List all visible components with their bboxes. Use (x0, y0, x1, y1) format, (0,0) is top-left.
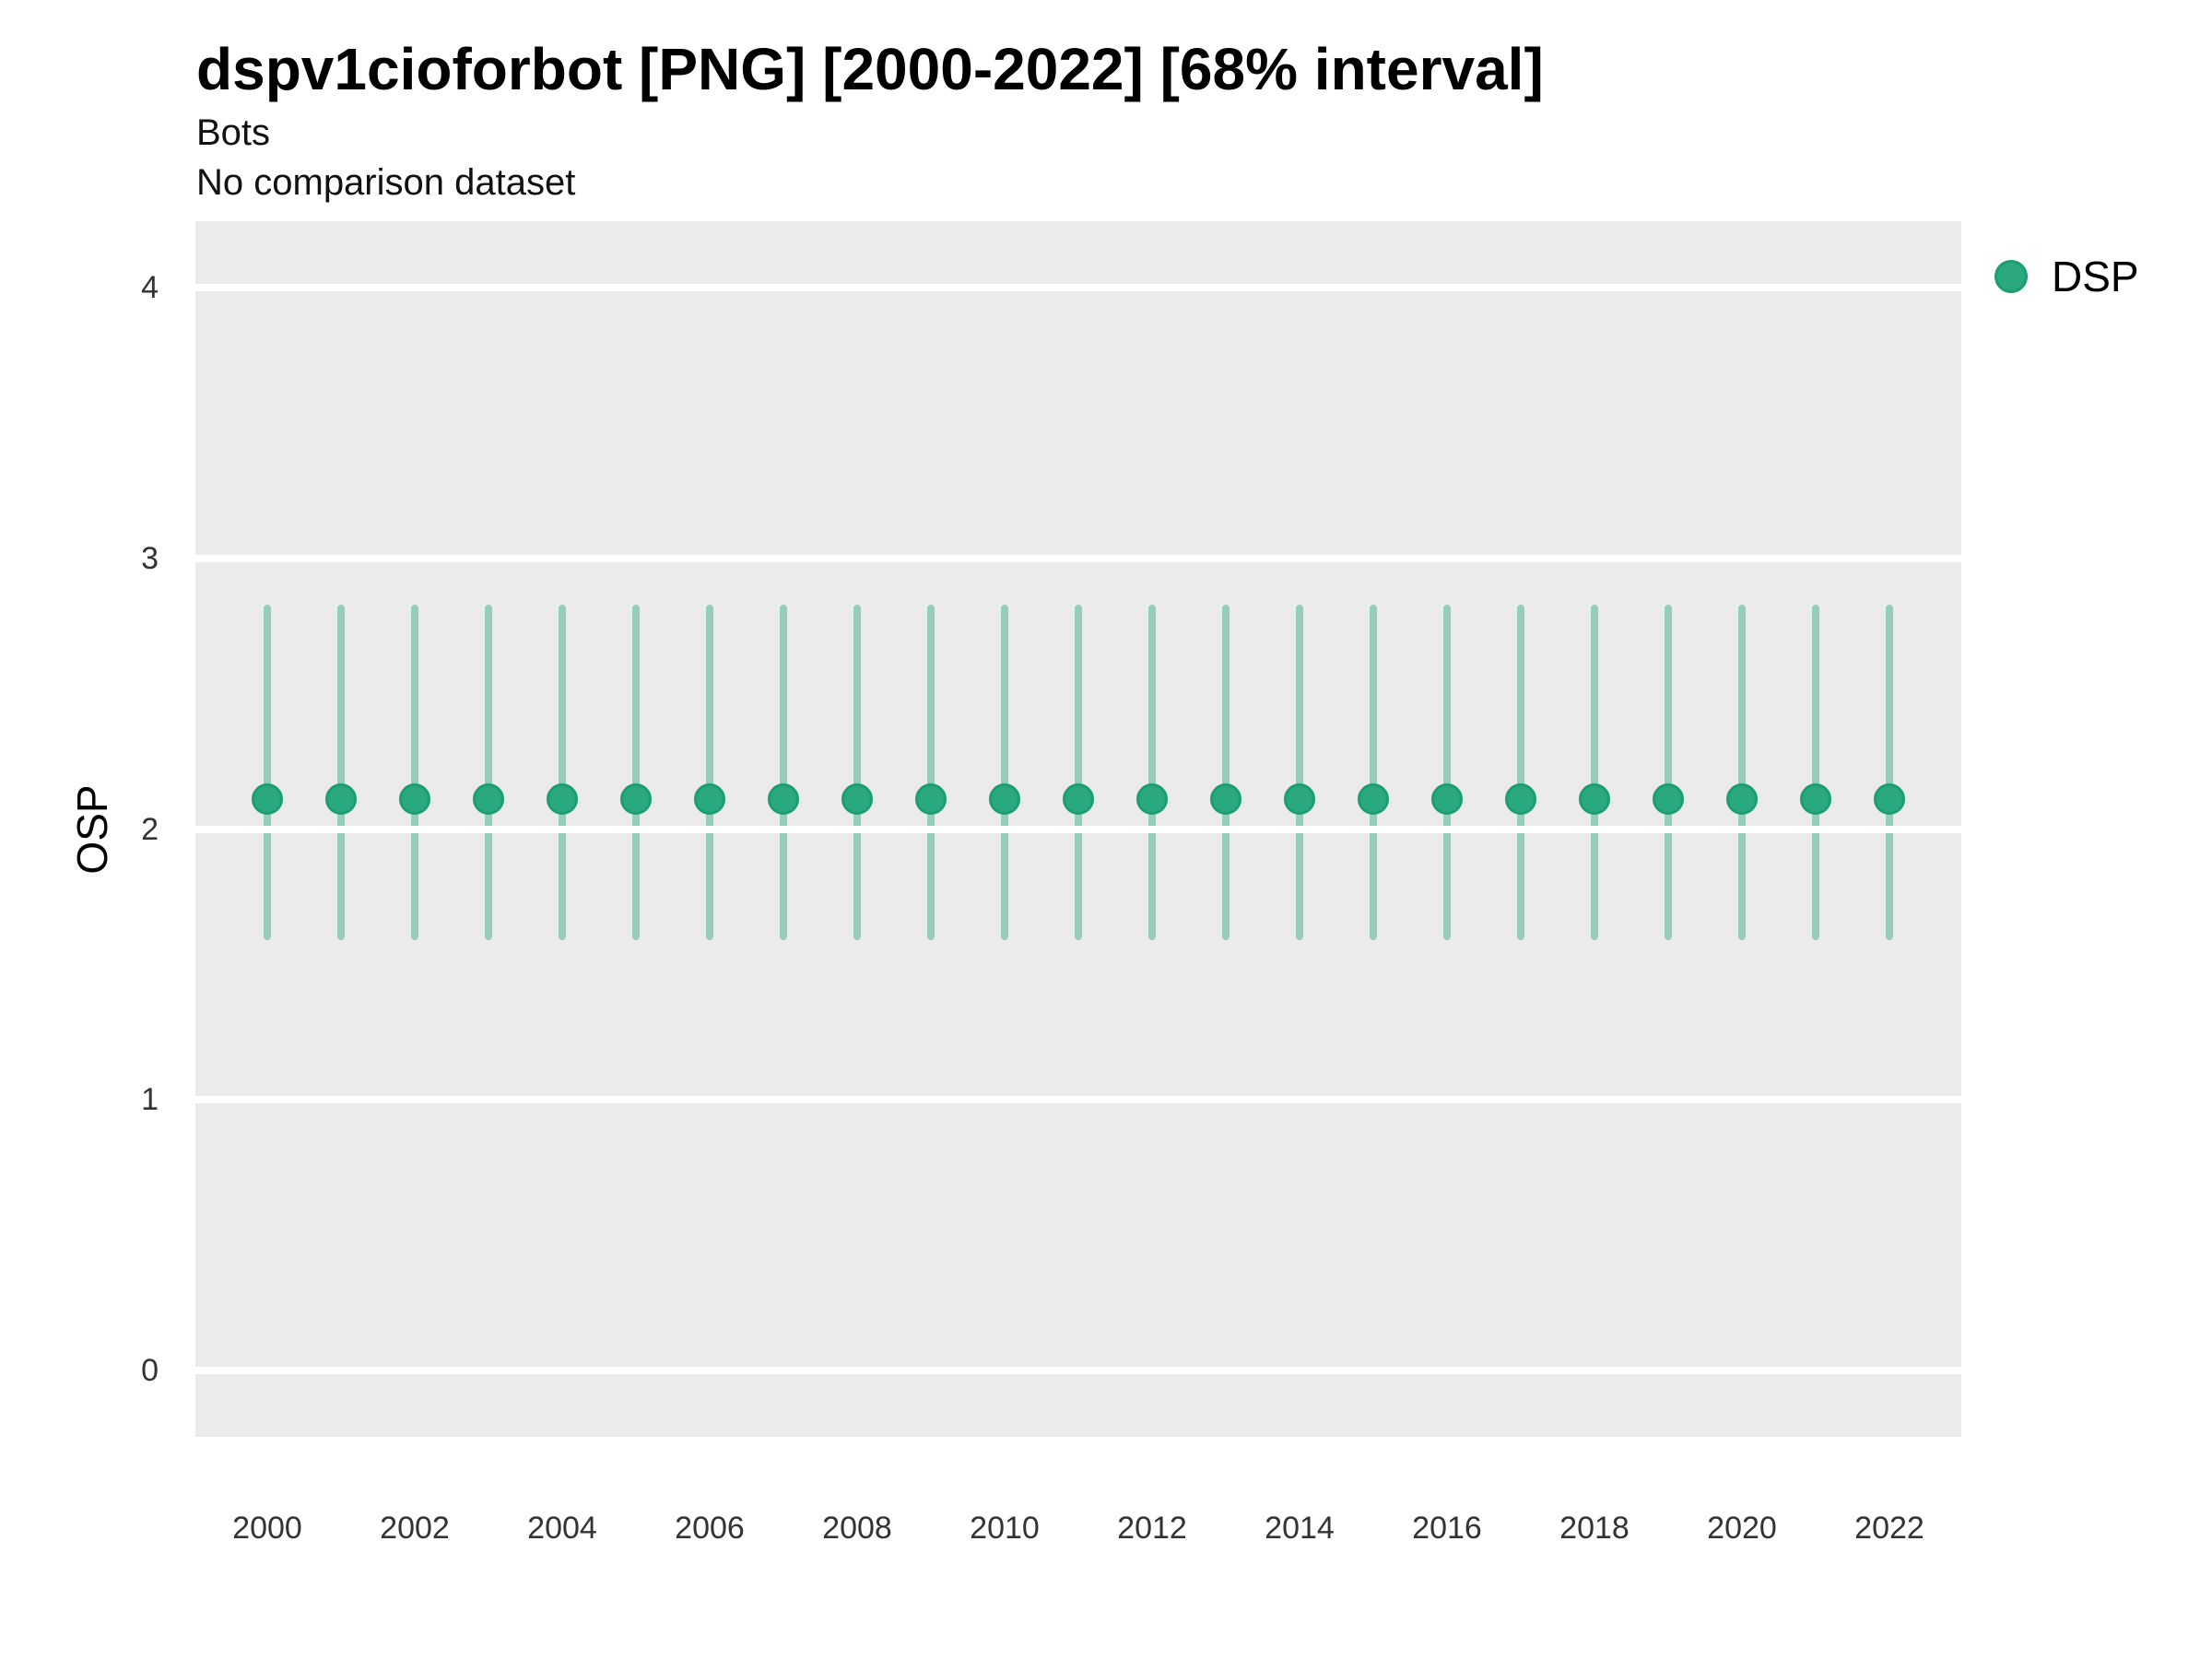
point-estimate-dot (841, 783, 873, 816)
chart-title: dspv1cioforbot [PNG] [2000-2022] [68% in… (196, 36, 1544, 102)
point-estimate-dot (1063, 783, 1094, 816)
x-tick-label: 2022 (1854, 1511, 1924, 1546)
point-estimate-dot (1726, 783, 1758, 816)
y-tick-label: 2 (141, 811, 159, 847)
interval-line (1443, 604, 1451, 940)
x-tick-label: 2018 (1559, 1511, 1630, 1546)
point-estimate-dot (768, 783, 799, 816)
interval-line (927, 604, 935, 940)
interval-line (1001, 604, 1008, 940)
major-gridline (195, 283, 1961, 291)
x-tick-label: 2002 (380, 1511, 450, 1546)
point-estimate-dot (1874, 783, 1905, 816)
comparison-dataset-note: No comparison dataset (196, 162, 576, 203)
major-gridline (195, 1096, 1961, 1104)
y-tick-label: 3 (141, 540, 159, 576)
point-estimate-dot (1800, 783, 1831, 816)
point-estimate-dot (547, 783, 578, 816)
x-tick-label: 2016 (1412, 1511, 1482, 1546)
legend-dot-icon (1994, 260, 2028, 293)
point-estimate-dot (473, 783, 504, 816)
point-estimate-dot (620, 783, 652, 816)
y-tick-label: 1 (141, 1082, 159, 1118)
point-estimate-dot (1653, 783, 1684, 816)
y-tick-label: 0 (141, 1353, 159, 1389)
point-estimate-dot (325, 783, 357, 816)
point-estimate-dot (1136, 783, 1168, 816)
point-estimate-dot (1431, 783, 1463, 816)
interval-line (1812, 604, 1819, 940)
interval-line (1148, 604, 1156, 940)
interval-line (632, 604, 640, 940)
point-estimate-dot (915, 783, 947, 816)
interval-line (780, 604, 787, 940)
x-tick-label: 2010 (970, 1511, 1040, 1546)
major-gridline (195, 825, 1961, 833)
interval-line (559, 604, 566, 940)
x-tick-label: 2012 (1117, 1511, 1187, 1546)
point-estimate-dot (252, 783, 283, 816)
x-tick-label: 2014 (1265, 1511, 1335, 1546)
interval-line (1296, 604, 1303, 940)
x-tick-label: 2020 (1707, 1511, 1777, 1546)
interval-line (1886, 604, 1893, 940)
point-estimate-dot (399, 783, 430, 816)
interval-line (264, 604, 271, 940)
legend: DSP (1982, 247, 2212, 306)
chart-subtitle: Bots (196, 112, 271, 153)
interval-line (1370, 604, 1377, 940)
interval-line (1738, 604, 1746, 940)
x-tick-label: 2006 (675, 1511, 745, 1546)
point-estimate-dot (1505, 783, 1536, 816)
point-estimate-dot (1579, 783, 1610, 816)
point-estimate-dot (989, 783, 1020, 816)
interval-line (1517, 604, 1524, 940)
interval-line (1075, 604, 1082, 940)
interval-line (1665, 604, 1672, 940)
point-estimate-dot (694, 783, 725, 816)
x-tick-label: 2000 (232, 1511, 302, 1546)
interval-line (485, 604, 492, 940)
point-estimate-dot (1284, 783, 1315, 816)
major-gridline (195, 554, 1961, 562)
interval-line (1591, 604, 1598, 940)
x-tick-label: 2008 (822, 1511, 892, 1546)
interval-line (706, 604, 713, 940)
point-estimate-dot (1210, 783, 1241, 816)
interval-line (337, 604, 345, 940)
x-tick-label: 2004 (527, 1511, 597, 1546)
interval-line (411, 604, 418, 940)
interval-line (853, 604, 861, 940)
interval-line (1222, 604, 1230, 940)
point-estimate-dot (1358, 783, 1389, 816)
plot-panel (195, 221, 1961, 1437)
major-gridline (195, 1367, 1961, 1375)
y-tick-label: 4 (141, 269, 159, 305)
legend-label-dsp: DSP (2052, 253, 2139, 300)
